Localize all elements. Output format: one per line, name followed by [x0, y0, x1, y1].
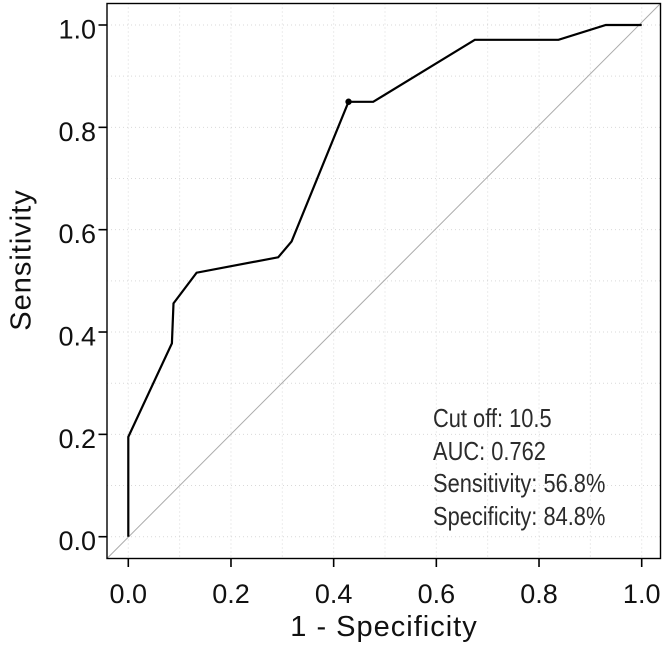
- y-tick-label: 1.0: [58, 15, 96, 45]
- annotation-auc: AUC: 0.762: [433, 435, 546, 466]
- roc-curve-line: [127, 23, 642, 537]
- x-axis-title: 1 - Specificity: [290, 611, 478, 643]
- x-tick-label: 0.4: [315, 579, 353, 609]
- stats-annotation: Cut off: 10.5 AUC: 0.762 Sensitivity: 56…: [433, 402, 605, 532]
- y-tick-label: 0.8: [58, 117, 96, 147]
- y-axis-title: Sensitivity: [5, 189, 38, 331]
- x-tick-label: 0.6: [418, 579, 456, 609]
- panel-border: [106, 2, 662, 560]
- reference-diagonal-line: [106, 3, 661, 559]
- annotation-specificity: Specificity: 84.8%: [433, 500, 606, 531]
- x-tick-label: 0.0: [110, 579, 148, 609]
- annotation-sensitivity: Sensitivity: 56.8%: [433, 468, 606, 498]
- y-tick-label: 0.0: [58, 526, 96, 556]
- x-tick-label: 0.8: [520, 579, 558, 609]
- y-tick-label: 0.2: [58, 424, 96, 454]
- y-tick-label: 0.6: [58, 219, 96, 249]
- y-tick-label: 0.4: [58, 322, 96, 352]
- x-tick-label: 1.0: [623, 579, 661, 609]
- annotation-cutoff: Cut off: 10.5: [433, 403, 552, 433]
- x-tick-label: 0.2: [212, 579, 250, 609]
- cutoff-point-marker: [345, 98, 352, 105]
